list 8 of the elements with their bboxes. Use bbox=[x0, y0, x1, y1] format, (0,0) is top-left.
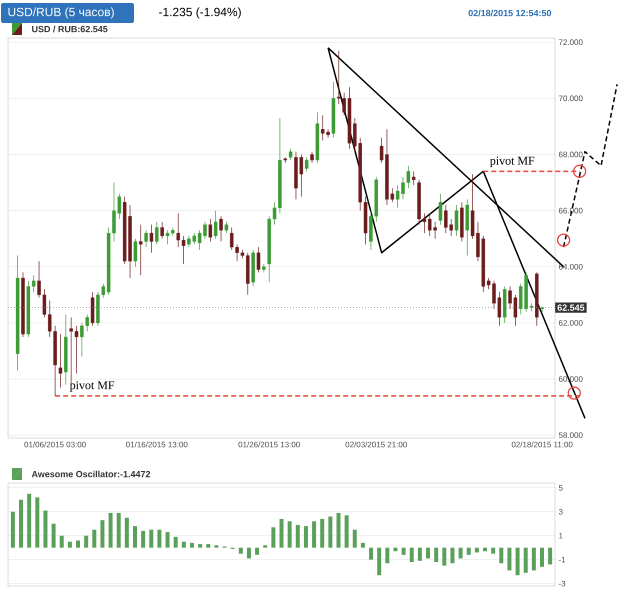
annotation: pivot MF bbox=[490, 156, 534, 168]
text: -1.235 (-1.94%) bbox=[159, 7, 241, 19]
ref-line-label: 62.545 bbox=[558, 304, 584, 311]
chart-title: USD/RUB (5 часов) bbox=[8, 7, 114, 19]
text: 02/18/2015 12:54:50 bbox=[468, 10, 552, 16]
legend-label: USD / RUB:62.545 bbox=[32, 26, 108, 32]
legend-label: Awesome Oscillator:-1.4472 bbox=[32, 470, 150, 478]
annotation: pivot MF bbox=[70, 381, 114, 392]
